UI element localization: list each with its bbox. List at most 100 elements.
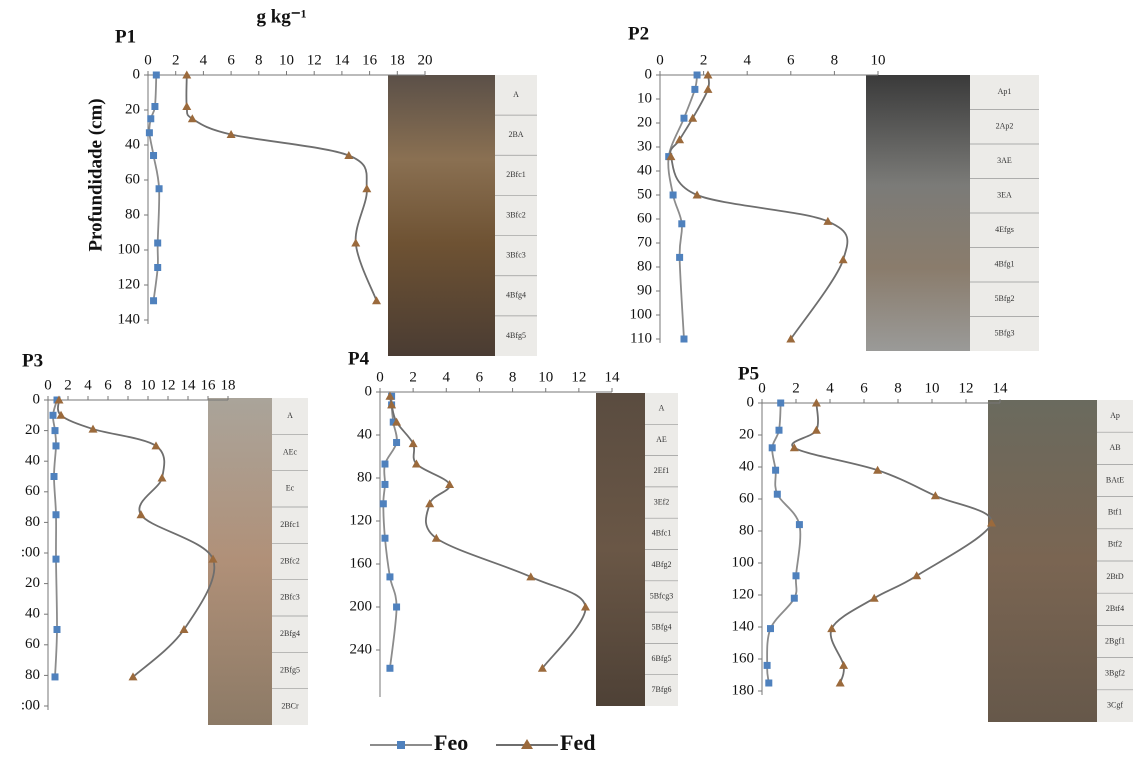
x-tick-label: 14 xyxy=(605,369,621,385)
figure: A2BA2Bfc13Bfc23Bfc34Bfg44Bfg502468101214… xyxy=(0,0,1136,762)
y-tick-label: 160 xyxy=(732,650,755,666)
marker xyxy=(52,427,59,434)
y-tick-label: 80 xyxy=(357,469,372,485)
horizon-label: Ap xyxy=(1110,411,1120,420)
y-tick-label: 180 xyxy=(732,682,755,698)
panel-title: P1 xyxy=(115,26,136,47)
y-tick-label: 60 xyxy=(25,483,40,499)
legend-marker xyxy=(397,741,405,749)
y-tick-label: 80 xyxy=(739,522,754,538)
horizon-label: 3Bfc3 xyxy=(506,250,526,259)
panel-title: P5 xyxy=(738,363,759,384)
marker xyxy=(153,72,160,79)
y-tick-label: 90 xyxy=(637,282,652,298)
series-line xyxy=(53,400,57,677)
panel-title: P4 xyxy=(348,348,370,369)
horizon-label: 3Bgf2 xyxy=(1105,669,1125,678)
horizon-label: 5Bfcg3 xyxy=(650,591,674,600)
x-tick-label: 6 xyxy=(860,380,868,396)
horizon-label: 2Bfc2 xyxy=(280,556,300,565)
marker xyxy=(412,460,421,468)
horizon-label: 4Bfg4 xyxy=(506,291,526,300)
marker xyxy=(147,115,154,122)
horizon-label: 3Cgf xyxy=(1107,701,1123,710)
marker xyxy=(386,665,393,672)
horizon-label: Btf2 xyxy=(1108,540,1122,549)
horizon-label: 5Bfg3 xyxy=(995,329,1015,338)
horizon-label: A xyxy=(287,411,293,420)
y-tick-label: 20 xyxy=(25,422,40,438)
y-tick-label: 140 xyxy=(118,311,141,327)
x-tick-label: 2 xyxy=(700,52,708,68)
panel-title: P2 xyxy=(628,23,649,44)
marker xyxy=(678,220,685,227)
marker xyxy=(53,556,60,563)
panel-title: P3 xyxy=(22,350,43,371)
y-tick-label: 80 xyxy=(637,258,652,274)
y-tick-label: 0 xyxy=(365,383,373,399)
x-tick-label: 10 xyxy=(871,52,886,68)
horizon-label: Btf1 xyxy=(1108,508,1122,517)
series-line xyxy=(390,396,586,668)
horizon-label: AE xyxy=(656,435,667,444)
y-tick-label: 20 xyxy=(637,114,652,130)
horizon-label: A xyxy=(513,90,519,99)
x-tick-label: 14 xyxy=(334,52,350,68)
series-line xyxy=(186,75,376,301)
x-tick-label: 8 xyxy=(894,380,902,396)
x-tick-label: 12 xyxy=(959,380,974,396)
marker xyxy=(772,467,779,474)
horizon-label: 2BCr xyxy=(281,702,299,711)
x-tick-label: 0 xyxy=(656,52,664,68)
y-tick-label: 70 xyxy=(637,234,652,250)
x-tick-label: 2 xyxy=(409,369,417,385)
horizon-label: 2Ap2 xyxy=(996,122,1014,131)
horizon-label: 2Bfg4 xyxy=(280,629,300,638)
marker xyxy=(912,571,921,579)
y-tick-label: 0 xyxy=(645,66,653,82)
x-tick-label: 6 xyxy=(104,377,112,393)
y-tick-label: 140 xyxy=(732,618,755,634)
horizon-label: 2BA xyxy=(508,130,523,139)
marker xyxy=(793,572,800,579)
y-tick-label: 40 xyxy=(739,458,754,474)
x-tick-label: 18 xyxy=(390,52,405,68)
marker xyxy=(777,400,784,407)
marker xyxy=(53,442,60,449)
x-tick-label: 10 xyxy=(925,380,940,396)
y-tick-label: 0 xyxy=(747,394,755,410)
marker xyxy=(676,254,683,261)
x-tick-label: 12 xyxy=(307,52,322,68)
series-line xyxy=(383,396,397,668)
x-tick-label: 8 xyxy=(124,377,132,393)
marker xyxy=(154,264,161,271)
x-tick-label: 4 xyxy=(826,380,834,396)
y-tick-label: 30 xyxy=(637,138,652,154)
marker xyxy=(765,680,772,687)
marker xyxy=(182,102,191,110)
marker xyxy=(774,491,781,498)
y-tick-label: 20 xyxy=(25,575,40,591)
horizon-label: BAtE xyxy=(1106,475,1124,484)
marker xyxy=(381,481,388,488)
x-axis-label: g kg⁻¹ xyxy=(256,6,306,27)
horizon-label: 4Bfg1 xyxy=(995,260,1015,269)
y-tick-label: 40 xyxy=(25,606,40,622)
x-tick-label: 2 xyxy=(172,52,180,68)
horizon-label: 6Bfg5 xyxy=(652,654,672,663)
marker xyxy=(146,129,153,136)
x-tick-label: 20 xyxy=(418,52,433,68)
y-tick-label: 120 xyxy=(350,512,373,528)
x-tick-label: 0 xyxy=(376,369,384,385)
x-tick-label: 2 xyxy=(792,380,800,396)
marker xyxy=(790,443,799,451)
marker xyxy=(796,521,803,528)
horizon-label: 2BtD xyxy=(1106,572,1124,581)
marker xyxy=(137,510,146,518)
y-tick-label: 40 xyxy=(357,426,372,442)
horizon-label: 4Efgs xyxy=(995,225,1014,234)
x-tick-label: 10 xyxy=(279,52,294,68)
marker xyxy=(776,427,783,434)
marker xyxy=(691,86,698,93)
y-axis-label: Profundidade (cm) xyxy=(85,98,106,251)
